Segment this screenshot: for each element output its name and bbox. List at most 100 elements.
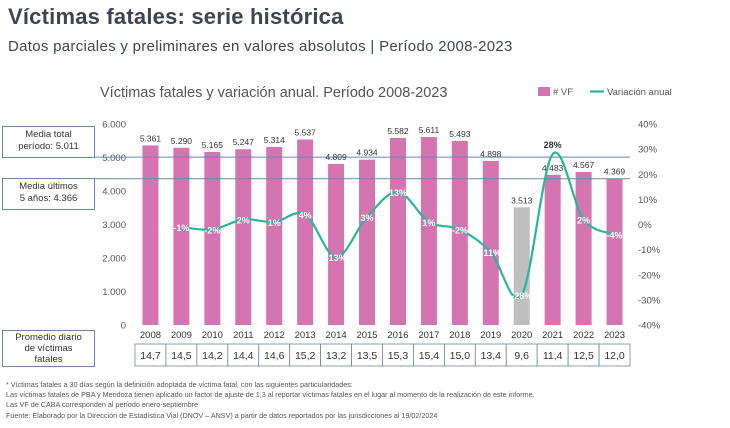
mean-total-box: Media total período: 5.011 xyxy=(2,126,95,158)
bar-value-label: 5.582 xyxy=(387,126,409,136)
variation-label: 3% xyxy=(361,213,374,223)
variation-label: 2% xyxy=(237,215,250,225)
x-axis-tick: 2012 xyxy=(264,330,285,341)
daily-average-value: 12,0 xyxy=(604,350,625,362)
variation-label: 2% xyxy=(577,215,590,225)
x-axis-tick: 2017 xyxy=(418,330,439,341)
daily-average-label-3: fatales xyxy=(34,354,63,365)
daily-average-value: 15,4 xyxy=(419,350,440,362)
x-axis-tick: 2020 xyxy=(511,330,532,341)
bar-value-label: 5.165 xyxy=(202,140,224,150)
legend-line-label: Variación anual xyxy=(607,87,672,98)
variation-label: -13% xyxy=(326,253,347,263)
source-note: Fuente: Elaborado por la Dirección de Es… xyxy=(6,411,438,420)
bar-value-label: 3.513 xyxy=(511,195,533,205)
daily-average-cell xyxy=(598,343,631,367)
x-axis-tick: 2009 xyxy=(171,330,192,341)
variation-label: 28% xyxy=(544,140,562,150)
variation-label: 4% xyxy=(299,210,312,220)
bar xyxy=(266,146,283,325)
bar xyxy=(513,207,530,325)
x-axis-tick: 2011 xyxy=(233,330,253,341)
bar xyxy=(173,147,190,325)
variation-label: 1% xyxy=(422,218,435,228)
variation-label: -1% xyxy=(173,223,189,233)
right-axis-tick: 10% xyxy=(638,195,658,206)
footnote-1: * Víctimas fatales a 30 días según la de… xyxy=(6,380,353,389)
x-axis-tick: 2008 xyxy=(140,330,161,341)
bar xyxy=(420,137,437,325)
daily-average-value: 15,3 xyxy=(388,350,409,362)
bar-value-label: 5.493 xyxy=(449,129,471,139)
right-axis-tick: -30% xyxy=(638,295,661,306)
daily-average-value: 12,5 xyxy=(573,350,594,362)
bar-value-label: 5.290 xyxy=(171,136,193,146)
daily-average-value: 15,0 xyxy=(450,350,471,362)
bar xyxy=(451,140,468,325)
right-axis-tick: 40% xyxy=(638,120,658,131)
left-axis-tick: 4.000 xyxy=(102,187,126,198)
daily-average-value: 11,4 xyxy=(543,350,563,362)
bar-value-label: 4.898 xyxy=(480,149,502,159)
bar-value-label: 5.314 xyxy=(264,135,286,145)
daily-average-value: 15,2 xyxy=(295,350,316,362)
bar xyxy=(359,159,376,325)
bar xyxy=(204,151,221,325)
chart-title: Víctimas fatales y variación anual. Perí… xyxy=(100,85,447,101)
bar-value-label: 4.369 xyxy=(604,167,626,177)
bar-value-label: 5.247 xyxy=(233,137,255,147)
bar-value-label: 4.483 xyxy=(542,163,564,173)
page-title: Víctimas fatales: serie histórica xyxy=(8,4,344,29)
right-axis-tick: -10% xyxy=(638,245,661,256)
bar-value-label: 4.934 xyxy=(356,148,378,158)
left-axis-tick: 5.000 xyxy=(102,153,126,164)
left-axis-tick: 1.000 xyxy=(102,287,126,298)
bar-value-label: 4.809 xyxy=(325,152,347,162)
variation-label: -2% xyxy=(204,226,220,236)
left-axis-tick: 6.000 xyxy=(102,120,126,131)
x-axis-tick: 2023 xyxy=(604,330,625,341)
mean-last5-label-1: Media últimos xyxy=(19,181,78,192)
left-axis-tick: 3.000 xyxy=(102,220,126,231)
bar xyxy=(297,139,314,325)
page-subtitle: Datos parciales y preliminares en valore… xyxy=(8,38,513,55)
footnote-2: Las víctimas fatales de PBA y Mendoza ti… xyxy=(6,390,535,399)
legend-bar-swatch xyxy=(538,87,550,96)
daily-average-label-1: Promedio diario xyxy=(15,332,82,343)
x-axis-tick: 2014 xyxy=(326,330,347,341)
variation-label: 1% xyxy=(268,218,281,228)
daily-average-label-2: de víctimas xyxy=(24,343,73,354)
right-axis-tick: 20% xyxy=(638,170,658,181)
bar-value-label: 5.361 xyxy=(140,133,162,143)
right-axis-tick: -20% xyxy=(638,270,661,281)
daily-average-value: 13,5 xyxy=(357,350,378,362)
x-axis-tick: 2021 xyxy=(542,330,563,341)
x-axis-tick: 2010 xyxy=(202,330,223,341)
bar xyxy=(575,172,592,325)
daily-average-value: 9,6 xyxy=(514,350,529,362)
x-axis-tick: 2015 xyxy=(356,330,377,341)
bar xyxy=(328,163,345,325)
x-axis-tick: 2016 xyxy=(387,330,408,341)
mean-last5-label-2: 5 años: 4.366 xyxy=(19,193,78,204)
variation-label: -11% xyxy=(481,248,502,258)
variation-label: -4% xyxy=(607,231,623,241)
variation-label: -2% xyxy=(452,226,468,236)
daily-average-value: 14,6 xyxy=(264,350,285,362)
legend-bar-label: # VF xyxy=(553,87,573,98)
mean-total-label-2: período: 5.011 xyxy=(18,141,79,152)
daily-average-value: 14,2 xyxy=(202,350,223,362)
variation-label: -28% xyxy=(511,291,532,301)
variation-line xyxy=(181,151,616,300)
bar-value-label: 4.567 xyxy=(573,160,595,170)
bar-value-label: 5.537 xyxy=(295,128,317,138)
daily-average-box: Promedio diario de víctimas fatales xyxy=(2,330,95,367)
bar xyxy=(544,174,561,325)
bar-value-label: 5.611 xyxy=(419,125,440,135)
x-axis-tick: 2022 xyxy=(573,330,594,341)
bar xyxy=(235,149,252,325)
left-axis-tick: 2.000 xyxy=(102,254,126,265)
bar xyxy=(482,160,499,325)
